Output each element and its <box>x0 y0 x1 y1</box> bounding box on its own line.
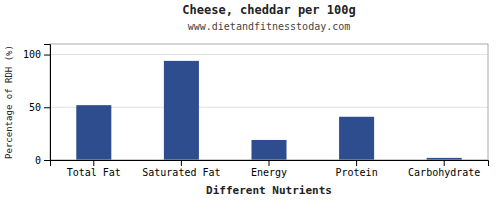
tick: Total Fat <box>67 160 121 178</box>
bars <box>76 61 461 160</box>
bar <box>76 105 111 160</box>
tick-mark <box>44 160 50 161</box>
tick-label: Protein <box>336 167 378 178</box>
axis-line <box>51 161 489 167</box>
plot: Total Fat Saturated Fat Energy Protein Carbo… <box>23 44 489 178</box>
subtitle: www.dietandfitnesstoday.com <box>188 21 351 32</box>
grid-line <box>50 54 488 55</box>
tick-mark <box>444 160 445 166</box>
grid <box>50 55 488 160</box>
tick: Protein <box>336 160 378 178</box>
bar <box>339 117 374 160</box>
tick-label: 100 <box>23 49 41 60</box>
bar <box>251 140 286 160</box>
y-axis: 0 50 100 <box>23 45 51 166</box>
tick: 100 <box>23 49 50 60</box>
title: Cheese, cheddar per 100g <box>182 3 355 17</box>
grid-line <box>50 107 488 108</box>
tick-mark <box>44 55 50 56</box>
chart: Cheese, cheddar per 100g www.dietandfitne… <box>0 0 500 200</box>
tick-label: Energy <box>251 167 287 178</box>
tick: 0 <box>35 155 50 166</box>
tick-label: 0 <box>35 155 41 166</box>
y-axis-label: Percentage of RDH (%) <box>4 45 14 159</box>
bar <box>164 61 199 160</box>
x-axis: Total Fat Saturated Fat Energy Protein Carbo… <box>51 160 489 178</box>
tick-label: Saturated Fat <box>142 167 220 178</box>
tick-mark <box>93 160 94 166</box>
x-axis-label: Different Nutrients <box>206 184 332 197</box>
tick: Energy <box>251 160 287 178</box>
tick-label: Total Fat <box>67 167 121 178</box>
tick: 50 <box>29 102 50 113</box>
tick: Saturated Fat <box>142 160 220 178</box>
axis-line <box>44 45 51 161</box>
tick: Carbohydrate <box>408 160 480 178</box>
tick-mark <box>269 160 270 166</box>
plot-frame <box>50 44 488 160</box>
tick-mark <box>44 107 50 108</box>
tick-mark <box>356 160 357 166</box>
tick-label: Carbohydrate <box>408 167 480 178</box>
tick-label: 50 <box>29 102 41 113</box>
tick-mark <box>181 160 182 166</box>
